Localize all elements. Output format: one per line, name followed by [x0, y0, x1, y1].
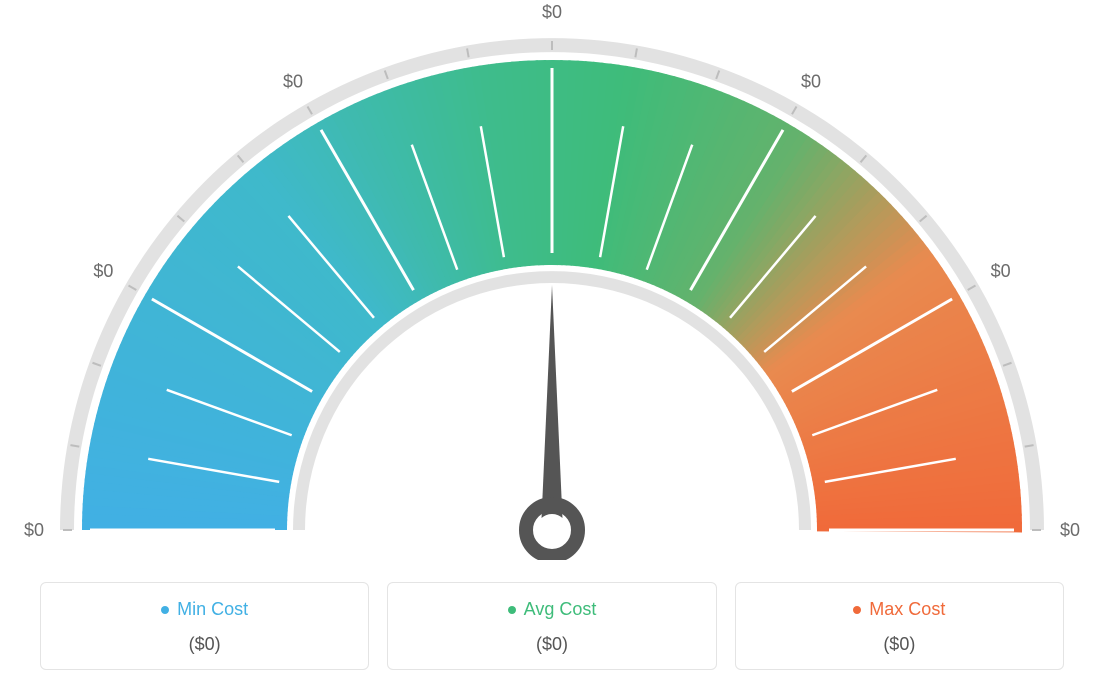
legend-label-min: Min Cost: [177, 599, 248, 620]
svg-text:$0: $0: [991, 261, 1011, 281]
cost-gauge-chart: $0 $0 $0 $0 $0 $0 $0 Min Cost ($0) Avg Cost ($…: [0, 0, 1104, 690]
legend-label-max: Max Cost: [869, 599, 945, 620]
legend-row: Min Cost ($0) Avg Cost ($0) Max Cost ($0…: [40, 582, 1064, 670]
legend-title-max: Max Cost: [853, 599, 945, 620]
svg-text:$0: $0: [1060, 520, 1080, 540]
legend-dot-avg: [508, 606, 516, 614]
gauge-area: $0 $0 $0 $0 $0 $0 $0: [0, 0, 1104, 560]
svg-text:$0: $0: [93, 261, 113, 281]
legend-title-min: Min Cost: [161, 599, 248, 620]
legend-dot-max: [853, 606, 861, 614]
legend-value-avg: ($0): [398, 634, 705, 655]
svg-text:$0: $0: [24, 520, 44, 540]
gauge-svg: $0 $0 $0 $0 $0 $0 $0: [0, 0, 1104, 560]
legend-value-min: ($0): [51, 634, 358, 655]
svg-text:$0: $0: [801, 71, 821, 91]
legend-card-min: Min Cost ($0): [40, 582, 369, 670]
legend-title-avg: Avg Cost: [508, 599, 597, 620]
legend-value-max: ($0): [746, 634, 1053, 655]
legend-dot-min: [161, 606, 169, 614]
svg-text:$0: $0: [283, 71, 303, 91]
svg-text:$0: $0: [542, 2, 562, 22]
legend-label-avg: Avg Cost: [524, 599, 597, 620]
legend-card-max: Max Cost ($0): [735, 582, 1064, 670]
legend-card-avg: Avg Cost ($0): [387, 582, 716, 670]
